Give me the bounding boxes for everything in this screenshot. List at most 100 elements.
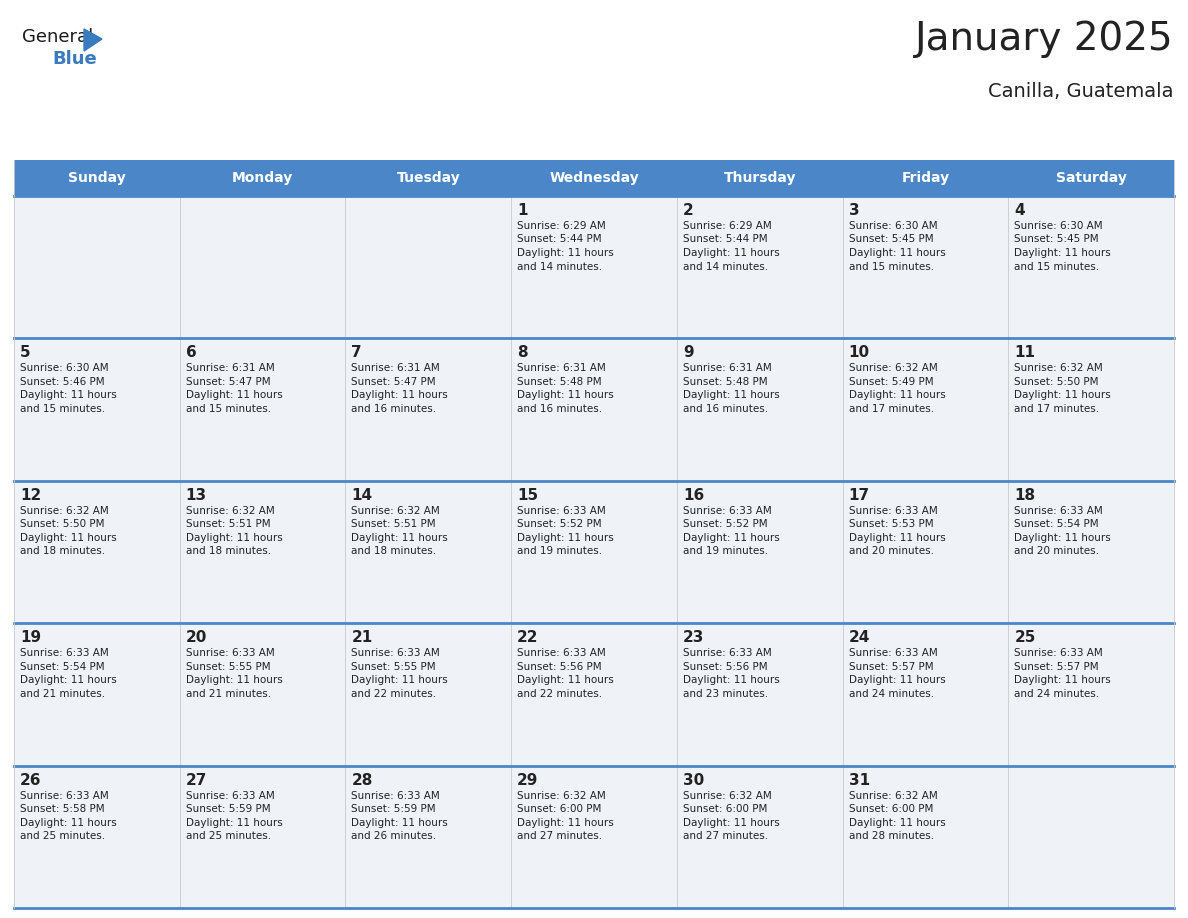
Text: Daylight: 11 hours: Daylight: 11 hours: [848, 818, 946, 828]
Text: Sunset: 5:52 PM: Sunset: 5:52 PM: [683, 520, 767, 530]
Text: and 14 minutes.: and 14 minutes.: [517, 262, 602, 272]
Text: 27: 27: [185, 773, 207, 788]
Bar: [14, 481, 179, 623]
Bar: [179, 339, 346, 481]
Text: Daylight: 11 hours: Daylight: 11 hours: [20, 390, 116, 400]
Text: Sunset: 5:50 PM: Sunset: 5:50 PM: [20, 520, 105, 530]
Text: and 23 minutes.: and 23 minutes.: [683, 688, 767, 699]
Text: Blue: Blue: [52, 50, 96, 68]
Text: 23: 23: [683, 630, 704, 645]
Text: Daylight: 11 hours: Daylight: 11 hours: [848, 532, 946, 543]
Bar: [677, 481, 842, 623]
Text: Sunrise: 6:31 AM: Sunrise: 6:31 AM: [352, 364, 441, 374]
Text: Sunrise: 6:29 AM: Sunrise: 6:29 AM: [517, 221, 606, 231]
Text: Sunday: Sunday: [68, 171, 126, 185]
Text: and 25 minutes.: and 25 minutes.: [185, 831, 271, 841]
Text: 17: 17: [848, 487, 870, 503]
Text: Sunrise: 6:32 AM: Sunrise: 6:32 AM: [20, 506, 109, 516]
Bar: [511, 766, 677, 908]
Text: Sunrise: 6:33 AM: Sunrise: 6:33 AM: [185, 790, 274, 800]
Text: Daylight: 11 hours: Daylight: 11 hours: [683, 818, 779, 828]
Text: Sunset: 5:47 PM: Sunset: 5:47 PM: [352, 377, 436, 386]
Text: Sunset: 6:00 PM: Sunset: 6:00 PM: [517, 804, 601, 814]
Text: Daylight: 11 hours: Daylight: 11 hours: [1015, 248, 1111, 258]
Text: and 16 minutes.: and 16 minutes.: [352, 404, 436, 414]
Text: Daylight: 11 hours: Daylight: 11 hours: [848, 248, 946, 258]
Text: Sunset: 5:56 PM: Sunset: 5:56 PM: [683, 662, 767, 672]
Text: 7: 7: [352, 345, 362, 361]
Text: 11: 11: [1015, 345, 1035, 361]
Bar: [1009, 196, 1174, 339]
Text: Daylight: 11 hours: Daylight: 11 hours: [352, 818, 448, 828]
Text: and 28 minutes.: and 28 minutes.: [848, 831, 934, 841]
Text: Sunset: 5:44 PM: Sunset: 5:44 PM: [517, 234, 602, 244]
Text: and 17 minutes.: and 17 minutes.: [848, 404, 934, 414]
Text: Sunset: 5:58 PM: Sunset: 5:58 PM: [20, 804, 105, 814]
Bar: [677, 339, 842, 481]
Bar: [179, 766, 346, 908]
Text: Sunrise: 6:32 AM: Sunrise: 6:32 AM: [352, 506, 441, 516]
Bar: [511, 481, 677, 623]
Text: and 20 minutes.: and 20 minutes.: [1015, 546, 1099, 556]
Text: and 16 minutes.: and 16 minutes.: [683, 404, 767, 414]
Text: and 21 minutes.: and 21 minutes.: [20, 688, 105, 699]
Text: and 24 minutes.: and 24 minutes.: [848, 688, 934, 699]
Text: General: General: [23, 28, 93, 46]
Text: Thursday: Thursday: [723, 171, 796, 185]
Text: Daylight: 11 hours: Daylight: 11 hours: [517, 248, 614, 258]
Text: and 22 minutes.: and 22 minutes.: [352, 688, 436, 699]
Text: Sunrise: 6:33 AM: Sunrise: 6:33 AM: [352, 648, 441, 658]
Text: and 19 minutes.: and 19 minutes.: [683, 546, 767, 556]
Bar: [1009, 623, 1174, 766]
Text: Sunset: 5:59 PM: Sunset: 5:59 PM: [185, 804, 271, 814]
Text: Sunset: 5:50 PM: Sunset: 5:50 PM: [1015, 377, 1099, 386]
Text: Daylight: 11 hours: Daylight: 11 hours: [1015, 676, 1111, 685]
Bar: [1009, 766, 1174, 908]
Bar: [842, 766, 1009, 908]
Text: 5: 5: [20, 345, 31, 361]
Text: 15: 15: [517, 487, 538, 503]
Bar: [346, 481, 511, 623]
Text: Sunset: 6:00 PM: Sunset: 6:00 PM: [683, 804, 767, 814]
Text: Sunset: 5:52 PM: Sunset: 5:52 PM: [517, 520, 602, 530]
Text: 1: 1: [517, 203, 527, 218]
Text: 19: 19: [20, 630, 42, 645]
Text: and 18 minutes.: and 18 minutes.: [352, 546, 436, 556]
Text: 13: 13: [185, 487, 207, 503]
Text: Sunset: 5:51 PM: Sunset: 5:51 PM: [352, 520, 436, 530]
Text: Sunrise: 6:30 AM: Sunrise: 6:30 AM: [1015, 221, 1102, 231]
Text: Saturday: Saturday: [1056, 171, 1126, 185]
Text: and 19 minutes.: and 19 minutes.: [517, 546, 602, 556]
Bar: [346, 196, 511, 339]
Text: Sunrise: 6:33 AM: Sunrise: 6:33 AM: [185, 648, 274, 658]
Text: Daylight: 11 hours: Daylight: 11 hours: [185, 390, 283, 400]
Text: and 24 minutes.: and 24 minutes.: [1015, 688, 1099, 699]
Bar: [677, 196, 842, 339]
Bar: [14, 623, 179, 766]
Text: and 27 minutes.: and 27 minutes.: [683, 831, 767, 841]
Bar: [179, 481, 346, 623]
Text: Sunset: 5:55 PM: Sunset: 5:55 PM: [352, 662, 436, 672]
Text: Sunset: 5:53 PM: Sunset: 5:53 PM: [848, 520, 934, 530]
Bar: [14, 196, 179, 339]
Text: Daylight: 11 hours: Daylight: 11 hours: [185, 818, 283, 828]
Text: Daylight: 11 hours: Daylight: 11 hours: [517, 676, 614, 685]
Text: 24: 24: [848, 630, 870, 645]
Bar: [511, 623, 677, 766]
Text: Wednesday: Wednesday: [549, 171, 639, 185]
Text: 6: 6: [185, 345, 196, 361]
Text: Daylight: 11 hours: Daylight: 11 hours: [185, 676, 283, 685]
Text: Monday: Monday: [232, 171, 293, 185]
Text: Friday: Friday: [902, 171, 949, 185]
Text: 14: 14: [352, 487, 373, 503]
Text: 8: 8: [517, 345, 527, 361]
Text: and 16 minutes.: and 16 minutes.: [517, 404, 602, 414]
Text: Sunrise: 6:32 AM: Sunrise: 6:32 AM: [185, 506, 274, 516]
Text: and 15 minutes.: and 15 minutes.: [1015, 262, 1099, 272]
Text: Sunrise: 6:31 AM: Sunrise: 6:31 AM: [185, 364, 274, 374]
Text: 25: 25: [1015, 630, 1036, 645]
Text: Sunrise: 6:32 AM: Sunrise: 6:32 AM: [517, 790, 606, 800]
Text: Daylight: 11 hours: Daylight: 11 hours: [352, 676, 448, 685]
Text: Daylight: 11 hours: Daylight: 11 hours: [683, 390, 779, 400]
Text: Sunrise: 6:33 AM: Sunrise: 6:33 AM: [683, 506, 772, 516]
